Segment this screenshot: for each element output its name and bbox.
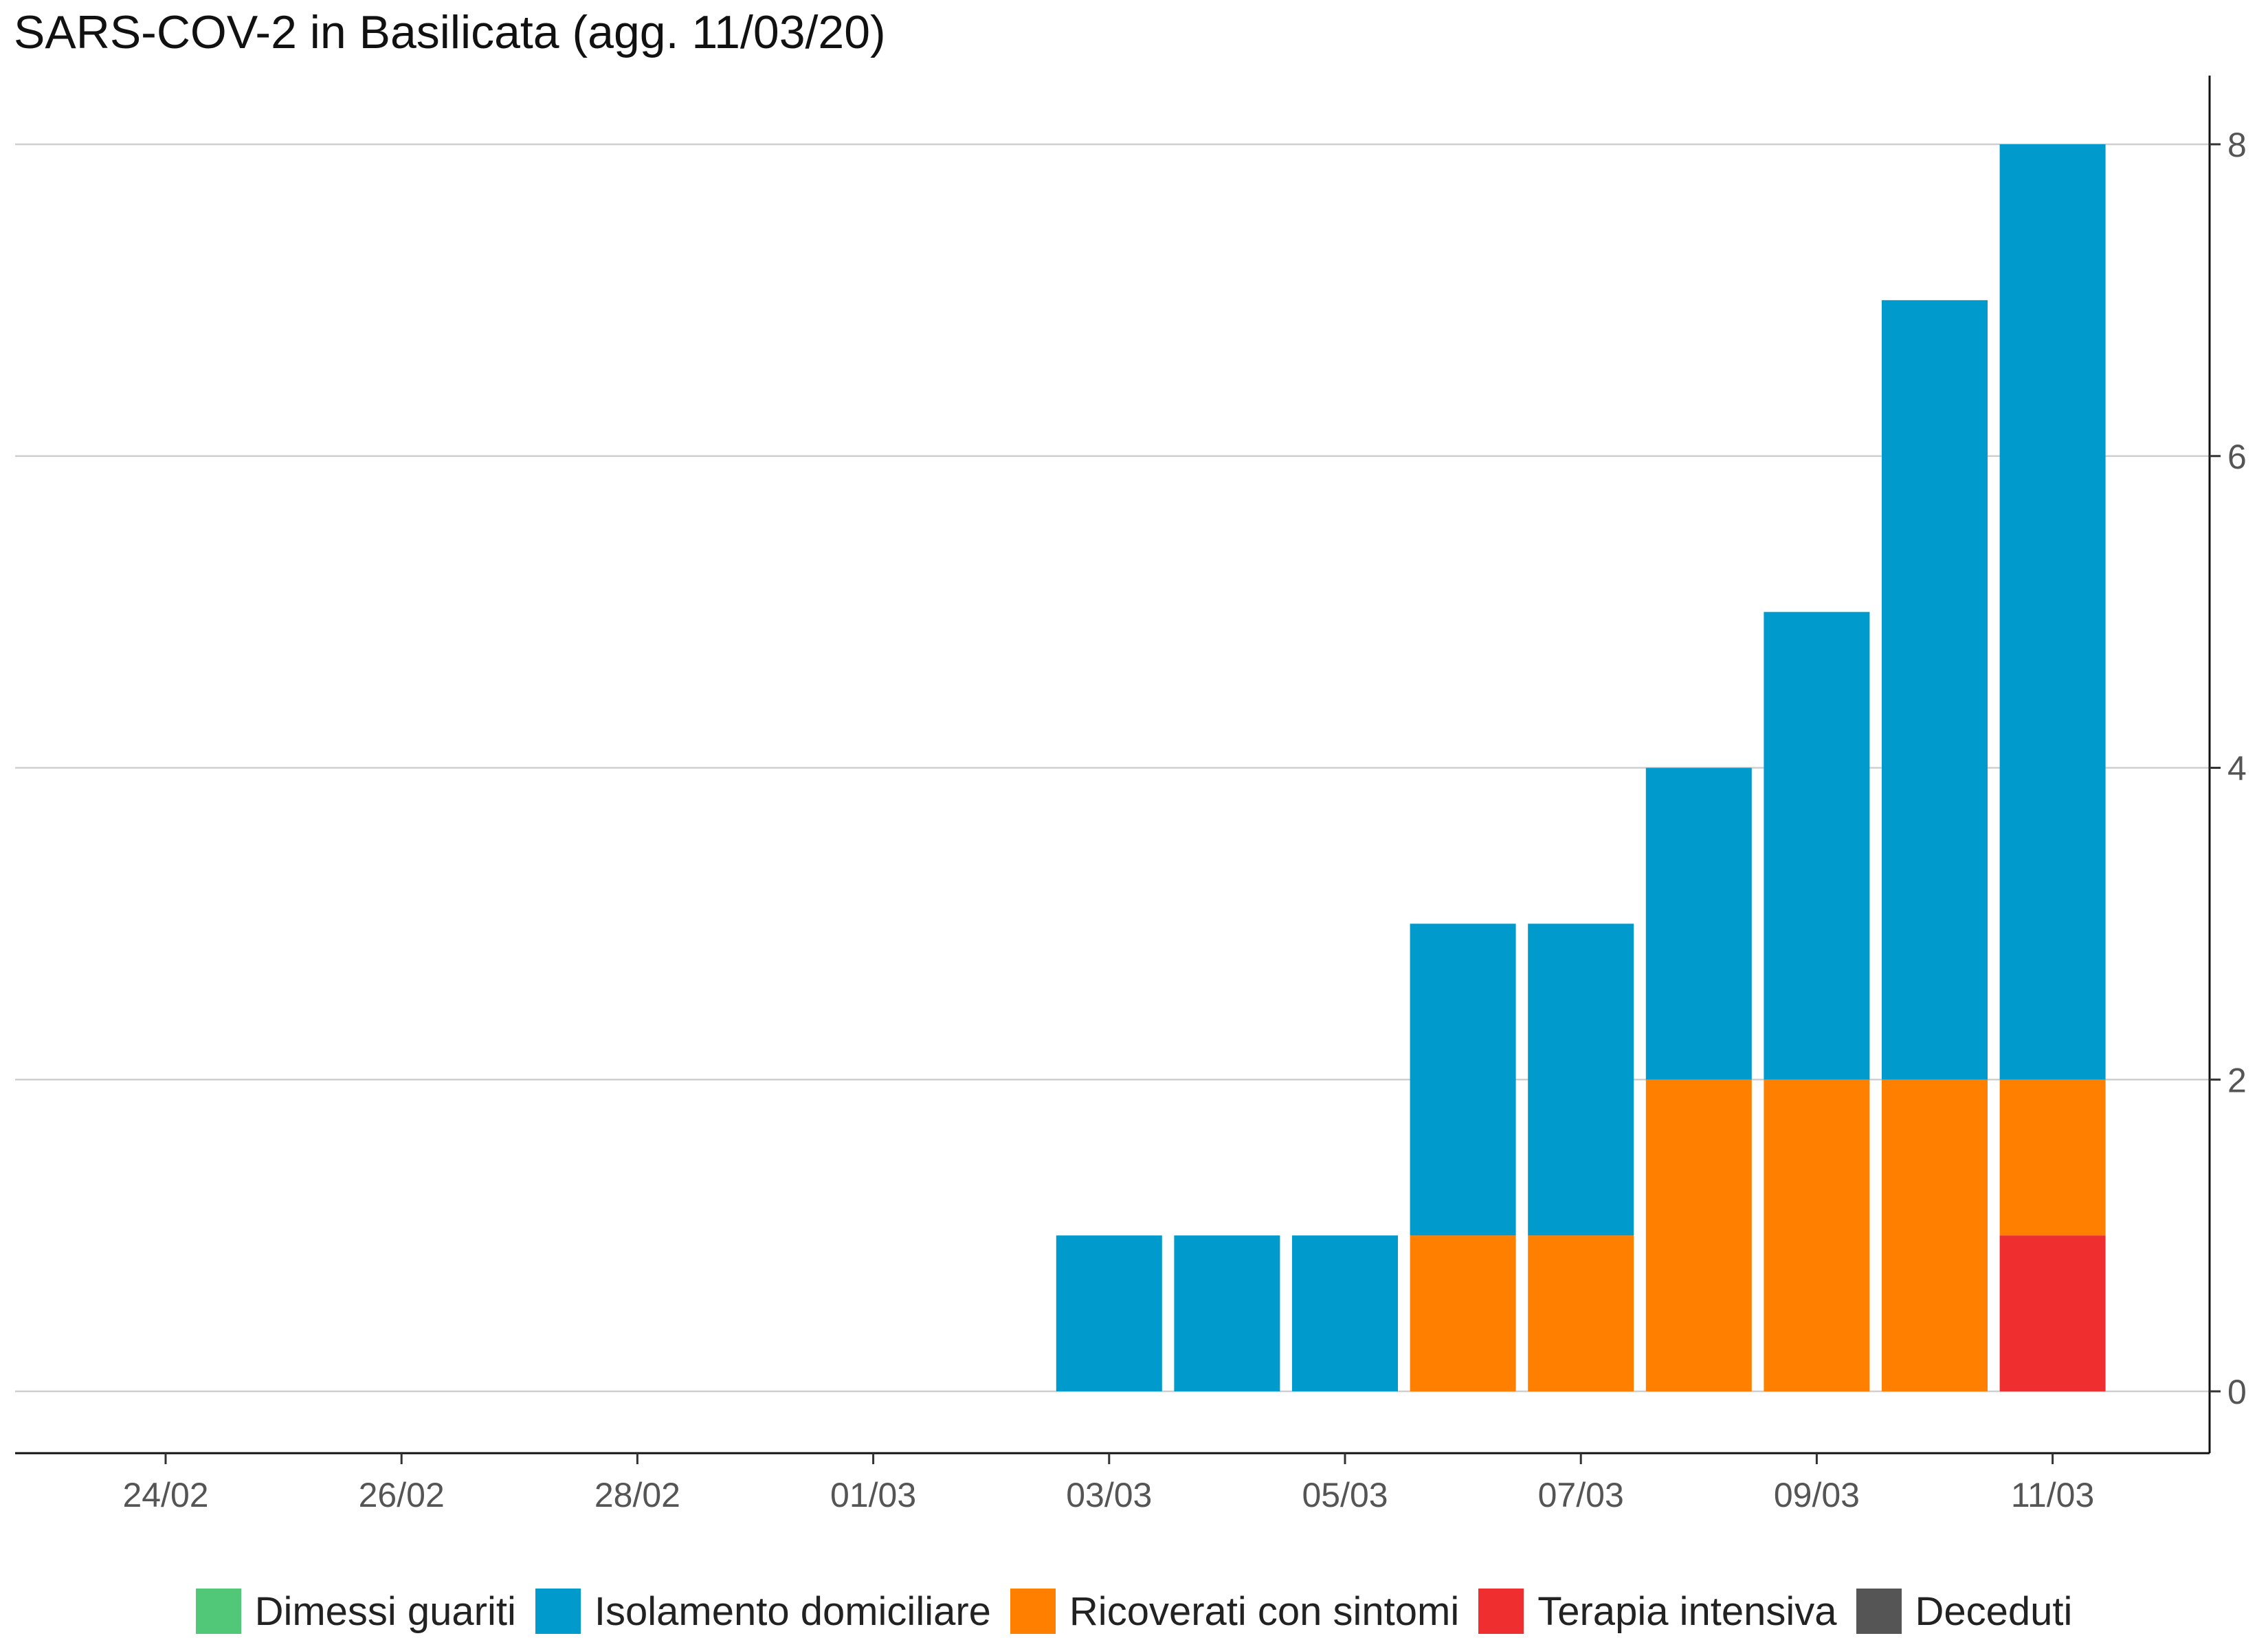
x-tick-label: 11/03 (2011, 1476, 2094, 1514)
x-tick-label: 28/02 (594, 1476, 680, 1514)
bar-segment (1174, 1235, 1280, 1391)
legend-label: Terapia intensiva (1537, 1589, 1836, 1635)
legend: Dimessi guariti Isolamento domiciliare Ric… (0, 1580, 2268, 1642)
bar-segment (1410, 1235, 1516, 1391)
legend-swatch (196, 1589, 241, 1634)
x-tick-label: 07/03 (1538, 1476, 1624, 1514)
x-tick-label: 09/03 (1774, 1476, 1860, 1514)
x-tick-label: 01/03 (830, 1476, 916, 1514)
x-tick-label: 05/03 (1302, 1476, 1388, 1514)
bar-segment (1764, 1079, 1869, 1391)
x-tick-label: 26/02 (359, 1476, 445, 1514)
bar-segment (2000, 1235, 2106, 1391)
x-tick-label: 03/03 (1066, 1476, 1152, 1514)
legend-label: Isolamento domiciliare (594, 1589, 991, 1635)
bar-segment (2000, 144, 2106, 1079)
gridlines (15, 144, 2210, 1391)
bar-segment (1646, 768, 1752, 1080)
bar-segment (1056, 1235, 1162, 1391)
legend-item: Ricoverati con sintomi (1010, 1589, 1459, 1635)
legend-item: Dimessi guariti (196, 1589, 516, 1635)
x-tick-label: 24/02 (122, 1476, 208, 1514)
bar-segment (1882, 300, 1988, 1079)
legend-item: Isolamento domiciliare (535, 1589, 991, 1635)
bar-segment (1292, 1235, 1398, 1391)
legend-label: Deceduti (1915, 1589, 2073, 1635)
legend-item: Deceduti (1856, 1589, 2073, 1635)
legend-label: Ricoverati con sintomi (1069, 1589, 1459, 1635)
bar-segment (1528, 1235, 1634, 1391)
bar-segment (1646, 1079, 1752, 1391)
legend-swatch (1010, 1589, 1056, 1634)
legend-swatch (1478, 1589, 1524, 1634)
bar-segment (1528, 923, 1634, 1235)
legend-item: Terapia intensiva (1478, 1589, 1836, 1635)
y-tick-label: 2 (2227, 1061, 2247, 1099)
legend-swatch (1856, 1589, 1902, 1634)
y-tick-label: 6 (2227, 438, 2247, 476)
y-tick-label: 4 (2227, 750, 2247, 788)
y-tick-label: 0 (2227, 1373, 2247, 1411)
x-axis-ticks: 24/02 26/02 28/02 01/03 03/03 05/03 07/03 09/03… (122, 1453, 2094, 1514)
bar-segment (2000, 1079, 2106, 1235)
legend-label: Dimessi guariti (255, 1589, 516, 1635)
bar-segment (1882, 1079, 1988, 1391)
stacked-bar-chart: 0 2 4 6 8 24/02 26/02 28/02 01/03 03/03 05/03 07/0… (0, 0, 2268, 1580)
y-axis-ticks: 0 2 4 6 8 (2210, 126, 2247, 1411)
bar-segment (1410, 923, 1516, 1235)
legend-swatch (535, 1589, 581, 1634)
bar-segment (1764, 612, 1869, 1080)
y-tick-label: 8 (2227, 126, 2247, 164)
